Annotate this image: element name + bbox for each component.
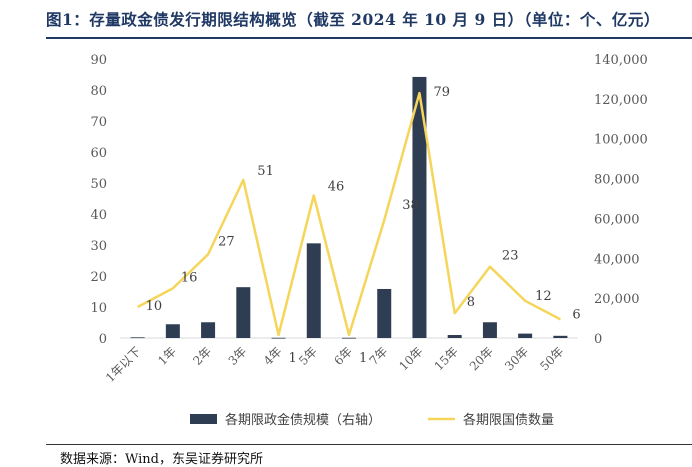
bar-20年 xyxy=(482,322,497,338)
bar-1年以下 xyxy=(130,337,145,339)
line-data-label: 27 xyxy=(218,234,235,249)
line-data-label: 46 xyxy=(328,179,345,194)
bar-50年 xyxy=(553,335,568,338)
right-axis-tick-label: 120,000 xyxy=(594,93,648,108)
right-axis-tick-label: 140,000 xyxy=(594,53,648,68)
right-axis-tick-label: 20,000 xyxy=(594,292,640,307)
source-rule xyxy=(46,444,692,445)
line-data-label: 10 xyxy=(146,299,163,314)
bar-3年 xyxy=(236,287,251,338)
chart-svg: 0 10 20 30 40 50 60 70 80 90 0 20,000 40,000 60,000 80… xyxy=(90,53,648,428)
legend-label-line: 各期限国债数量 xyxy=(463,412,554,428)
x-axis-tick-label: 5年 xyxy=(296,344,320,368)
legend-swatch-bar xyxy=(190,414,217,424)
right-axis-tick-label: 0 xyxy=(594,332,602,347)
left-axis-tick-label: 10 xyxy=(90,301,107,316)
bar-7年 xyxy=(377,288,392,338)
bar-30年 xyxy=(518,333,533,338)
x-axis-tick-label: 1年以下 xyxy=(103,344,144,385)
x-axis-tick-label: 20年 xyxy=(467,344,496,373)
source-note: 数据来源：Wind，东吴证券研究所 xyxy=(60,452,263,467)
x-axis-tick-label: 1年 xyxy=(155,344,179,368)
left-axis-tick-label: 40 xyxy=(90,208,107,223)
bar-15年 xyxy=(447,335,462,338)
left-axis-tick-label: 70 xyxy=(90,115,107,130)
line-data-label: 1 xyxy=(359,351,367,366)
legend-label-bar: 各期限政金债规模（右轴） xyxy=(225,412,381,428)
right-axis-tick-label: 40,000 xyxy=(594,252,640,267)
title-rule xyxy=(46,37,692,39)
left-axis-tick-label: 30 xyxy=(90,239,107,254)
x-axis-tick-label: 30年 xyxy=(502,344,531,373)
line-data-label: 1 xyxy=(289,351,297,366)
bar-4年 xyxy=(271,337,286,339)
line-data-label: 12 xyxy=(535,289,552,304)
line-data-label: 8 xyxy=(467,295,475,310)
right-axis-tick-label: 100,000 xyxy=(594,133,648,148)
x-axis-tick-label: 4年 xyxy=(261,344,285,368)
left-axis-tick-label: 80 xyxy=(90,84,107,99)
x-axis-tick-label: 50年 xyxy=(537,344,566,373)
bar-2年 xyxy=(201,322,216,338)
line-data-label: 79 xyxy=(433,85,450,100)
bar-6年 xyxy=(342,337,356,339)
line-data-label: 6 xyxy=(572,307,580,322)
line-data-label: 51 xyxy=(257,164,274,179)
bar-5年 xyxy=(306,243,321,338)
x-axis-tick-label: 2年 xyxy=(190,344,214,368)
line-series-count xyxy=(137,91,561,337)
line-data-label: 38 xyxy=(402,198,419,213)
right-axis-tick-label: 80,000 xyxy=(594,173,640,188)
left-axis-tick-label: 90 xyxy=(90,53,107,68)
bar-1年 xyxy=(165,324,180,338)
x-axis-tick-label: 15年 xyxy=(432,344,461,373)
line-data-label: 23 xyxy=(502,249,519,264)
x-axis-tick-label: 3年 xyxy=(226,344,250,368)
x-axis-tick-label: 10年 xyxy=(396,344,425,373)
right-axis-tick-label: 60,000 xyxy=(594,212,640,227)
line-data-label: 16 xyxy=(181,270,198,285)
left-axis-tick-label: 60 xyxy=(90,146,107,161)
left-axis-tick-label: 20 xyxy=(90,270,107,285)
x-axis-tick-label: 7年 xyxy=(367,344,391,368)
bar-10年 xyxy=(412,76,427,338)
chart-title: 图1：存量政金债发行期限结构概览（截至 2024 年 10 月 9 日）（单位：… xyxy=(46,10,660,29)
left-axis-tick-label: 0 xyxy=(99,332,107,347)
x-axis-tick-label: 6年 xyxy=(331,344,355,368)
left-axis-tick-label: 50 xyxy=(90,177,107,192)
